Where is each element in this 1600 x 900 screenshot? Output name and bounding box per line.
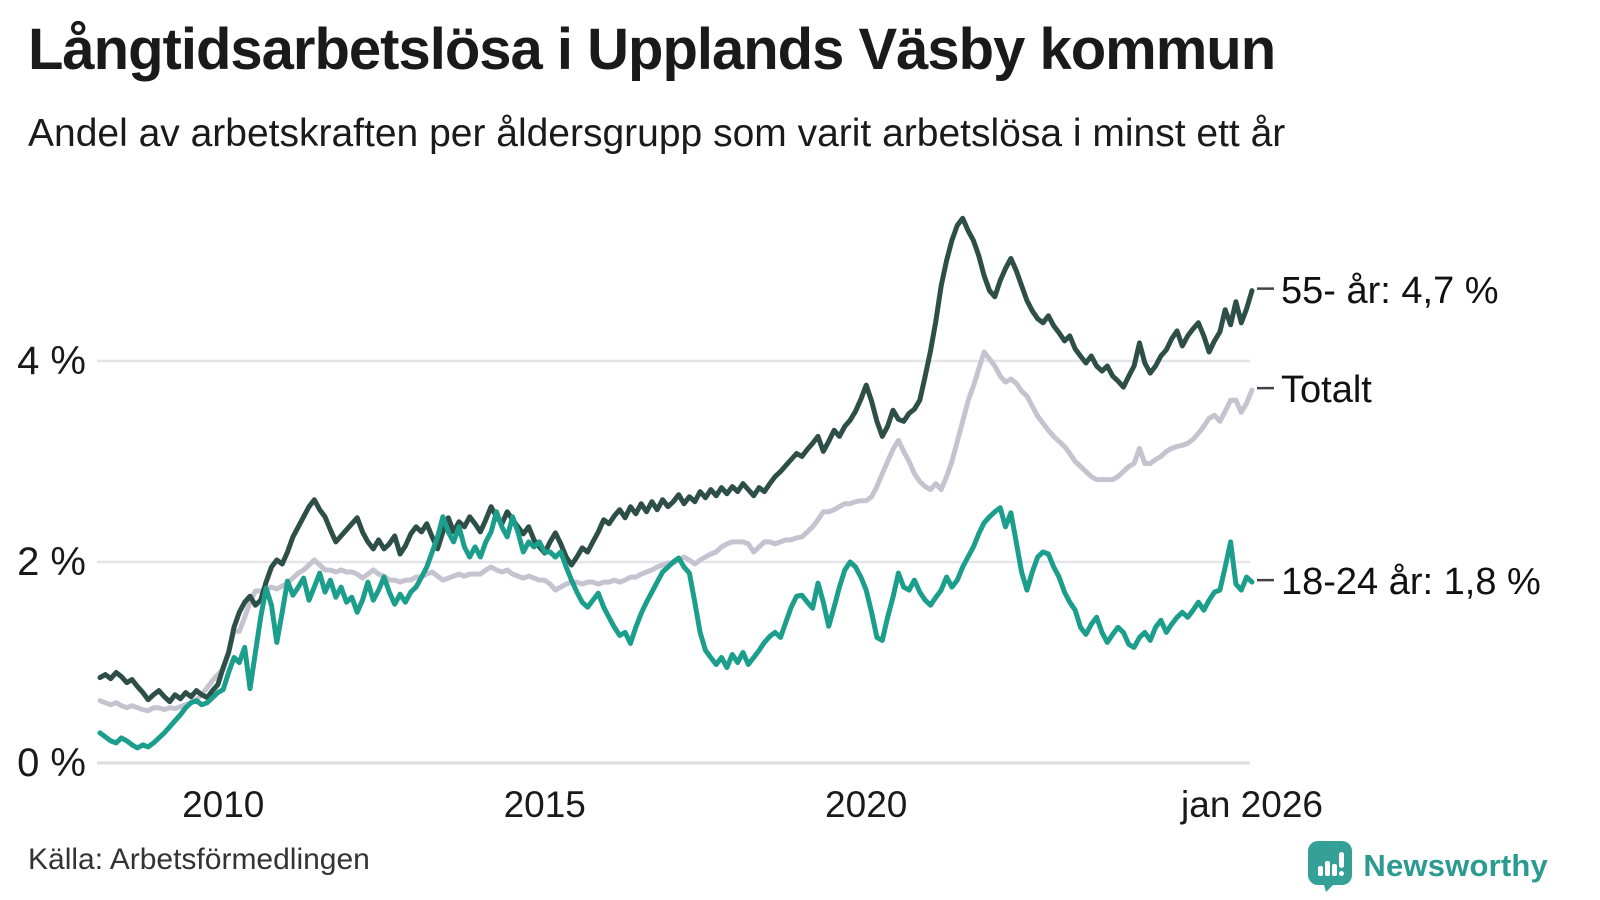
- x-axis-tick-label-2020: 2020: [825, 784, 908, 825]
- logo-exclamation-bar: [1339, 852, 1345, 868]
- newsworthy-logo-icon: [1307, 840, 1353, 892]
- x-axis-tick-label-2015: 2015: [503, 784, 586, 825]
- end-label-connectors: [1257, 287, 1274, 582]
- logo-bar-3: [1332, 864, 1338, 876]
- newsworthy-logo-text: Newsworthy: [1363, 848, 1548, 883]
- newsworthy-logo[interactable]: Newsworthy: [1307, 840, 1548, 892]
- end-label-18-24: 18-24 år: 1,8 %: [1281, 561, 1541, 604]
- x-axis-tick-label-2010: 2010: [182, 784, 265, 825]
- chart-subtitle: Andel av arbetskraften per åldersgrupp s…: [28, 112, 1286, 155]
- series-18-24-line: [97, 505, 1255, 751]
- end-label-total: Totalt: [1281, 369, 1372, 412]
- chart-title: Långtidsarbetslösa i Upplands Väsby komm…: [28, 17, 1276, 82]
- end-label-55: 55- år: 4,7 %: [1281, 269, 1499, 312]
- logo-bar-2: [1325, 861, 1331, 876]
- y-axis-tick-label-2: 2 %: [17, 540, 86, 584]
- series-total-line: [97, 349, 1255, 714]
- x-axis-tick-label-jan2026: jan 2026: [1181, 784, 1323, 825]
- logo-exclamation-dot: [1339, 871, 1345, 876]
- y-axis-tick-label-4: 4 %: [17, 339, 86, 383]
- source-note: Källa: Arbetsförmedlingen: [28, 843, 370, 876]
- series-55-line: [97, 215, 1255, 705]
- logo-bar-1: [1318, 866, 1324, 876]
- series-lines: [97, 215, 1255, 751]
- y-axis-tick-label-0: 0 %: [17, 741, 86, 785]
